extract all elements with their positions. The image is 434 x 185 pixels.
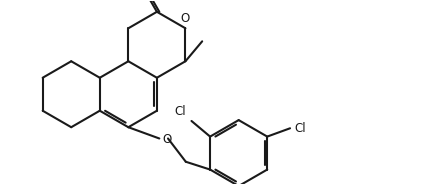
Text: O: O (181, 12, 190, 25)
Text: Cl: Cl (174, 105, 186, 118)
Text: Cl: Cl (294, 122, 306, 135)
Text: O: O (163, 133, 172, 146)
